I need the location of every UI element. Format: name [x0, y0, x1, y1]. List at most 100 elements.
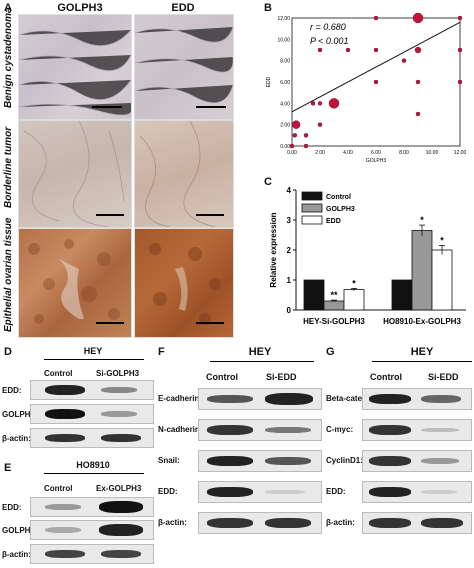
y-tick-label: 0.00 [280, 144, 290, 150]
tissue-texture [149, 243, 221, 325]
lane-si-edd: Si-EDD [428, 372, 459, 382]
blot-band [45, 434, 85, 442]
blot-strip [362, 481, 472, 503]
ihc-image-epithelial-edd [134, 228, 234, 338]
scatter-point [415, 79, 421, 85]
scatter-point [310, 101, 316, 106]
blot-band [265, 457, 311, 465]
scatter-point [401, 58, 407, 63]
row-label-borderline: Borderline tumor [3, 126, 14, 208]
cell-line-g: HEY [410, 346, 434, 358]
panel-label-d: D [4, 346, 12, 358]
cell-line-d: HEY [83, 346, 103, 356]
y-axis-label: Relative expression [269, 212, 278, 287]
blot-band [207, 456, 253, 466]
blot-band [421, 490, 457, 494]
blot-band [369, 394, 411, 404]
scatter-point [345, 47, 351, 53]
bar [431, 249, 453, 311]
p-value: P < 0.001 [310, 36, 348, 46]
significance-marker: * [352, 278, 356, 288]
y-axis-label: EDD [266, 76, 272, 87]
blot-row-label: β-actin: [326, 518, 355, 527]
blot-band [101, 387, 137, 393]
scale-bar [96, 214, 124, 216]
tissue-texture [139, 121, 216, 227]
blot-band [99, 501, 143, 513]
regression-line [291, 21, 461, 113]
ihc-image-borderline-golph3 [18, 120, 132, 228]
x-tick-label: 2.00 [315, 150, 325, 156]
lane-si-golph3: Si-GOLPH3 [96, 369, 140, 378]
lane-control: Control [206, 372, 238, 382]
blot-strip [362, 388, 472, 410]
blot-row-label: β-actin: [158, 518, 187, 527]
blot-strip [30, 380, 154, 400]
lane-control: Control [44, 369, 73, 378]
divider [210, 361, 314, 362]
scatter-point [373, 79, 379, 85]
panel-label-a: A [4, 2, 12, 14]
scatter-point [303, 143, 309, 149]
ihc-image-epithelial-golph3 [18, 228, 132, 338]
scale-bar [196, 214, 224, 216]
scatter-point [292, 133, 297, 138]
lane-si-edd: Si-EDD [266, 372, 297, 382]
correlation-r: r = 0.680 [310, 22, 346, 32]
bar [391, 279, 413, 311]
lane-control: Control [44, 484, 73, 493]
blot-strip [198, 481, 322, 503]
tissue-texture [23, 121, 125, 227]
y-tick-label: 12.00 [277, 16, 290, 22]
blot-band [265, 518, 311, 528]
blot-band [207, 487, 253, 497]
y-tick-label: 4.00 [280, 101, 290, 107]
y-tick-label: 1 [287, 276, 292, 285]
scatter-point [289, 143, 295, 149]
scatter-point [317, 47, 323, 53]
legend-swatch [301, 215, 323, 225]
blot-band [369, 487, 411, 497]
scatter-chart: 0.00 2.00 4.00 6.00 8.00 10.00 12.00 0.00 2.00 4.… [266, 12, 466, 164]
bar-marks: ***HEY-Si-GOLPH3**HO8910-Ex-GOLPH3 [303, 215, 461, 326]
x-tick-label: 10.00 [426, 150, 439, 156]
blot-band [101, 411, 137, 417]
blot-row-label: Snail: [158, 456, 180, 465]
lane-control: Control [370, 372, 402, 382]
ihc-image-benign-edd [134, 14, 234, 120]
ihc-image-borderline-edd [134, 120, 234, 228]
y-tick-label: 2 [287, 246, 292, 255]
blot-row-label: GOLPH3: [2, 410, 38, 419]
legend-label: GOLPH3 [326, 206, 355, 213]
lane-ex-golph3: Ex-GOLPH3 [96, 484, 142, 493]
blot-strip [30, 497, 154, 517]
blot-row-label: EDD: [2, 503, 22, 512]
blot-row-label: β-actin: [2, 434, 31, 443]
scale-bar [92, 106, 122, 108]
scatter-point [317, 122, 323, 127]
legend-label: Control [326, 194, 351, 201]
scatter-point [373, 15, 379, 21]
blot-strip [198, 388, 322, 410]
legend-label: EDD [326, 218, 341, 225]
scale-bar [196, 322, 224, 324]
group-label: HEY-Si-GOLPH3 [303, 317, 365, 326]
scatter-axes: 0.00 2.00 4.00 6.00 8.00 10.00 12.00 0.00 2.00 4.… [266, 16, 466, 164]
blot-band [45, 504, 81, 510]
blot-band [369, 425, 411, 435]
tissue-texture [19, 29, 131, 116]
y-tick-label: 6.00 [280, 80, 290, 86]
legend-swatch [301, 191, 323, 201]
significance-marker: ** [330, 290, 338, 300]
panel-label-g: G [326, 346, 335, 358]
cell-line-f: HEY [248, 346, 272, 358]
x-tick-label: 0.00 [287, 150, 297, 156]
blot-band [369, 456, 411, 466]
blot-band [369, 518, 411, 528]
tissue-texture [135, 26, 233, 104]
blot-band [99, 524, 143, 536]
blot-band [207, 518, 253, 528]
blot-band [101, 434, 141, 442]
blot-row-label: N-cadherin: [158, 425, 203, 434]
